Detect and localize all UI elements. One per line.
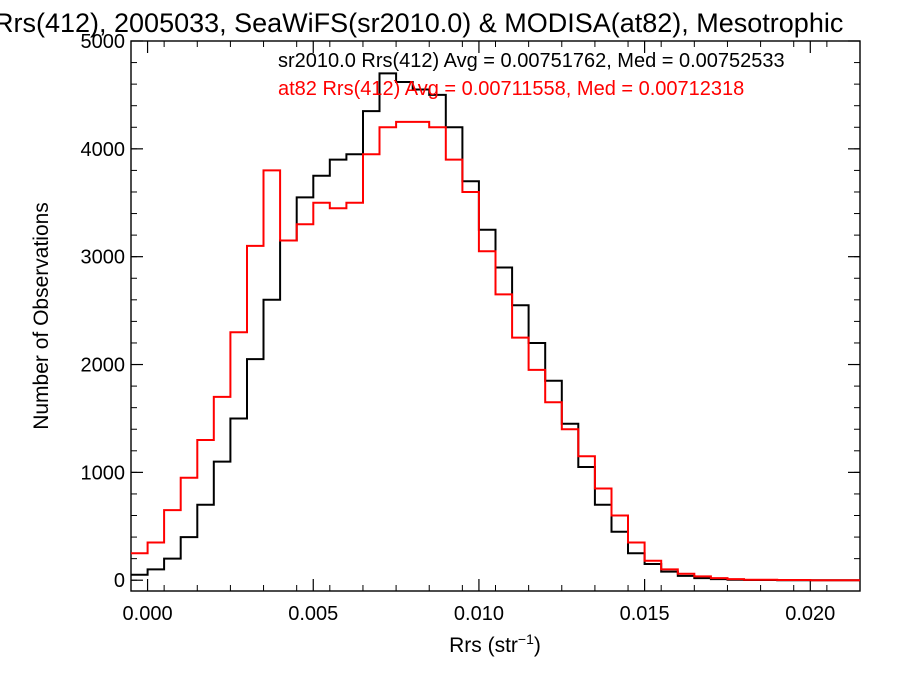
series-layer [131,72,860,582]
y-tick-label: 4000 [81,139,126,161]
plot-frame [130,40,861,592]
y-tick-label: 1000 [81,462,126,484]
x-axis-label-superscript: −1 [518,631,534,647]
x-tick-label: 0.005 [288,603,338,625]
x-tick-label: 0.015 [620,603,670,625]
y-tick-label: 0 [114,570,125,592]
x-tick-label: 0.020 [785,603,835,625]
stat-label-at82: at82 Rrs(412) Avg = 0.00711558, Med = 0.… [278,78,744,100]
x-tick-label: 0.010 [454,603,504,625]
y-tick-label: 3000 [81,247,126,269]
x-axis-label-close: ) [534,634,541,657]
x-tick-label: 0.000 [123,603,173,625]
y-tick-label: 2000 [81,355,126,377]
axis-ticks: 0.000 0.005 0.010 0.015 0.020 0 1000 2000 3000 40… [81,31,860,625]
x-axis-label-main: Rrs (str [449,634,518,657]
series-line-at82 [131,120,860,582]
y-axis-label: Number of Observations [30,202,53,430]
series-line-sr2010.0 [131,72,860,582]
y-tick-label: 5000 [81,31,126,53]
x-axis-label: Rrs (str−1) [449,631,541,657]
chart-title: Rrs(412), 2005033, SeaWiFS(sr2010.0) & M… [0,8,843,38]
stat-label-sr2010: sr2010.0 Rrs(412) Avg = 0.00751762, Med … [278,50,785,72]
plot-area [130,40,861,592]
